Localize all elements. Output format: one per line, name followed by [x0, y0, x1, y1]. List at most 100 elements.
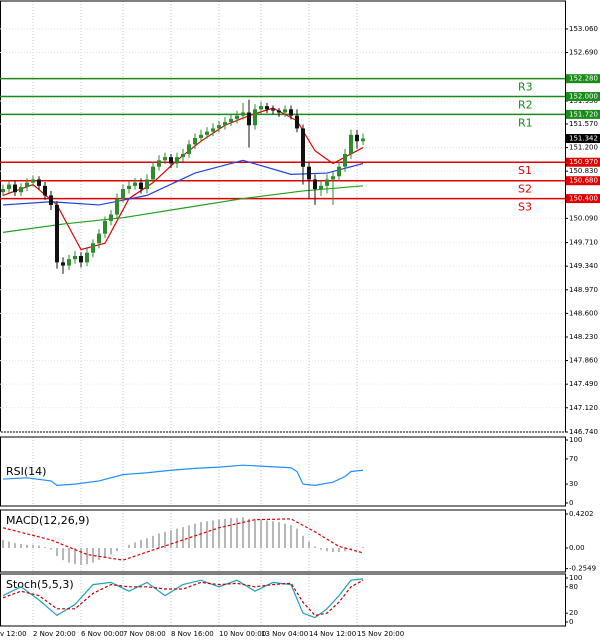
x-tick-label: 6 Nov 00:00: [81, 630, 124, 638]
x-tick-label: 7 Nov 08:00: [123, 630, 166, 638]
candle-body: [54, 204, 59, 263]
level-price: 152.000: [569, 93, 598, 101]
indicator-line: [2, 578, 364, 619]
candle-body: [252, 109, 257, 126]
candle-body: [60, 262, 65, 266]
candle-body: [102, 220, 107, 234]
last-price: 151.342: [569, 135, 598, 143]
indicator-line: [2, 579, 364, 617]
candle-body: [312, 179, 317, 190]
candle-body: [186, 144, 191, 154]
panel-frame: [0, 0, 566, 433]
x-tick-label: 2 Nov 20:00: [33, 630, 76, 638]
level-price: 150.970: [569, 158, 598, 166]
candle-body: [18, 187, 23, 193]
candle-body: [270, 109, 275, 111]
indicator-line: [2, 159, 364, 206]
y-tick-label: 151.570: [569, 120, 598, 128]
level-name: R1: [518, 116, 533, 129]
y-tick-label: 152.690: [569, 49, 598, 57]
candle-body: [168, 157, 173, 164]
level-price: 150.680: [569, 177, 598, 185]
y-tick-label: 70: [569, 455, 578, 463]
level-price-box: [566, 92, 600, 102]
y-tick-label: 0.4202: [569, 510, 594, 518]
y-tick-label: 149.710: [569, 239, 598, 247]
candle-body: [324, 179, 329, 186]
indicator-title: RSI(14): [6, 465, 46, 478]
candle-body: [354, 134, 359, 142]
level-price-box: [566, 157, 600, 167]
candle-body: [198, 134, 203, 138]
y-tick-label: 148.230: [569, 333, 598, 341]
level-price: 152.280: [569, 75, 598, 83]
x-tick-label: 15 Nov 20:00: [357, 630, 404, 638]
candle-body: [306, 166, 311, 180]
candle-body: [234, 115, 239, 119]
panel-frame: [0, 573, 566, 627]
level-price-box: [566, 109, 600, 119]
candle-body: [84, 252, 89, 263]
level-price-box: [566, 194, 600, 204]
y-tick-label: 148.970: [569, 286, 598, 294]
y-tick-label: 149.340: [569, 262, 598, 270]
y-tick-label: 100: [569, 574, 582, 582]
candle-body: [126, 185, 131, 190]
candle-body: [6, 184, 11, 190]
candle-body: [330, 176, 335, 180]
x-tick-label: 10 Nov 00:00: [219, 630, 266, 638]
y-tick-label: 150.090: [569, 214, 598, 222]
candle-body: [264, 106, 269, 110]
level-name: S1: [518, 164, 532, 177]
candle-body: [42, 185, 47, 196]
candle-body: [342, 153, 347, 167]
y-tick-label: 148.600: [569, 309, 598, 317]
y-tick-label: 0.00: [569, 544, 585, 552]
x-tick-label: v 12:00: [0, 630, 27, 638]
candle-body: [246, 112, 251, 126]
x-tick-label: 8 Nov 16:00: [171, 630, 214, 638]
candle-body: [78, 255, 83, 263]
candle-body: [318, 185, 323, 190]
indicator-title: MACD(12,26,9): [6, 514, 90, 527]
candle-body: [174, 157, 179, 164]
candle-body: [216, 125, 221, 129]
candle-body: [30, 179, 35, 183]
candle-body: [24, 182, 29, 188]
candle-body: [72, 255, 77, 260]
candle-body: [180, 153, 185, 158]
y-tick-label: 153.060: [569, 25, 598, 33]
panel-frame: [0, 436, 566, 507]
last-price-box: [566, 134, 600, 144]
level-name: R3: [518, 81, 533, 94]
candle-body: [192, 137, 197, 145]
indicator-line: [2, 185, 364, 233]
candle-body: [90, 243, 95, 253]
y-tick-label: 146.740: [569, 428, 598, 436]
candle-body: [360, 138, 365, 142]
level-name: S3: [518, 201, 532, 214]
x-tick-label: 13 Nov 04:00: [261, 630, 308, 638]
y-tick-label: 80: [569, 583, 578, 591]
y-tick-label: 147.860: [569, 357, 598, 365]
candle-body: [156, 160, 161, 167]
level-price: 150.400: [569, 195, 598, 203]
candle-body: [108, 214, 113, 221]
y-tick-label: 20: [569, 609, 578, 617]
candle-body: [96, 233, 101, 244]
y-tick-label: 147.490: [569, 380, 598, 388]
candle-body: [222, 122, 227, 126]
candle-body: [348, 134, 353, 154]
y-tick-label: 100: [569, 436, 582, 444]
level-price-box: [566, 74, 600, 84]
candle-body: [210, 128, 215, 132]
level-price-box: [566, 176, 600, 186]
candle-body: [204, 131, 209, 135]
candle-body: [288, 109, 293, 116]
candle-body: [138, 182, 143, 190]
level-price: 151.720: [569, 110, 598, 118]
candle-body: [0, 189, 5, 193]
candle-body: [258, 106, 263, 110]
candle-body: [300, 128, 305, 167]
